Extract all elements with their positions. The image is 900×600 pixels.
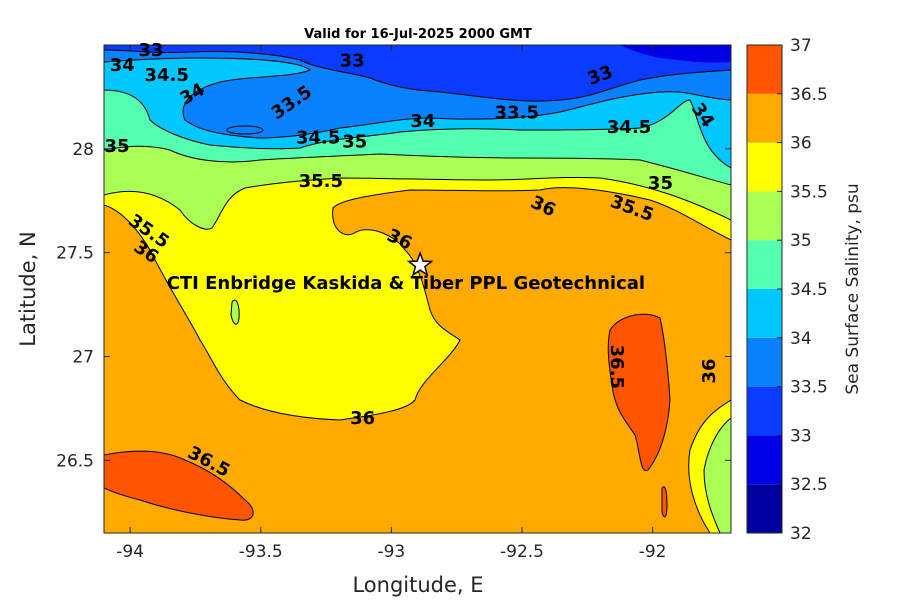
colorbar-tick-label: 34 <box>790 329 812 349</box>
colorbar-swatch <box>747 142 782 192</box>
contour-label: 34 <box>410 111 435 132</box>
contour-line-33-5 <box>104 57 731 139</box>
salinity-band-36-5-sliver <box>661 486 668 518</box>
colorbar-swatch <box>747 337 782 387</box>
colorbar-swatch <box>747 45 782 94</box>
salinity-band-36-5-sw <box>104 450 254 521</box>
contour-line-34-5 <box>104 145 731 186</box>
contour-label: 33.5 <box>495 103 539 124</box>
colorbar: 32 32.5 33 33.5 34 34.5 35 35.5 36 36.5 37 <box>746 36 828 544</box>
contour-label: 34.5 <box>144 65 188 86</box>
colorbar-tick-label: 35.5 <box>790 182 828 202</box>
contour-line-35-5 <box>104 187 731 421</box>
colorbar-swatch <box>747 435 782 485</box>
site-annotation: CTI Enbridge Kaskida & Tiber PPL Geotech… <box>167 273 645 294</box>
y-tick-label: 27.5 <box>56 244 94 264</box>
colorbar-swatch <box>747 289 782 338</box>
salinity-band-32-5 <box>620 45 731 63</box>
x-ticks: -94 -93.5 -93 -92.5 -92 <box>116 45 667 562</box>
colorbar-tick-label: 33 <box>790 426 812 446</box>
contour-field <box>104 45 731 533</box>
contour-label: 35 <box>105 136 130 157</box>
contour-label: 34 <box>110 55 135 76</box>
colorbar-tick-label: 35 <box>790 231 812 251</box>
annotations: CTI Enbridge Kaskida & Tiber PPL Geotech… <box>167 250 645 294</box>
contour-line-34 <box>104 89 731 169</box>
contour-label: 35.5 <box>299 171 343 192</box>
colorbar-swatch <box>747 386 782 436</box>
contour-label: 34.5 <box>296 127 340 148</box>
contour-label: 36 <box>350 408 375 429</box>
contour-label: 35 <box>342 132 367 153</box>
colorbar-swatch <box>747 240 782 289</box>
x-tick-label: -92 <box>639 542 667 562</box>
y-tick-label: 26.5 <box>56 451 94 471</box>
contour-label: 33 <box>340 51 365 72</box>
y-axis-label: Latitude, N <box>16 231 40 347</box>
x-tick-label: -93.5 <box>239 542 283 562</box>
site-star-marker <box>406 250 434 277</box>
contour-label: 36 <box>699 358 720 383</box>
salinity-band-33 <box>104 45 731 102</box>
colorbar-tick-label: 32.5 <box>790 475 828 495</box>
contour-line-35 <box>104 176 731 230</box>
salinity-band-36-5-east <box>607 313 671 472</box>
x-axis-label: Longitude, E <box>352 573 483 597</box>
chart-title: Valid for 16-Jul-2025 2000 GMT <box>304 27 532 42</box>
colorbar-swatch <box>747 484 782 533</box>
colorbar-tick-label: 33.5 <box>790 378 828 398</box>
contour-label: 35 <box>648 173 673 194</box>
contour-label: 34.5 <box>607 117 651 138</box>
colorbar-swatch <box>747 191 782 241</box>
x-tick-label: -94 <box>116 542 144 562</box>
colorbar-tick-label: 32 <box>790 524 812 544</box>
salinity-patch-33-5 <box>226 125 264 135</box>
colorbar-tick-label: 36 <box>790 134 812 154</box>
y-ticks: 26.5 27 27.5 28 <box>56 140 731 471</box>
colorbar-swatch <box>747 93 782 143</box>
plot-frame <box>103 44 732 534</box>
y-tick-label: 27 <box>72 347 94 367</box>
x-tick-label: -93 <box>377 542 405 562</box>
x-tick-label: -92.5 <box>500 542 544 562</box>
salinity-band-35-se <box>703 417 731 533</box>
y-tick-label: 28 <box>72 140 94 160</box>
contour-label: 33 <box>138 40 163 61</box>
colorbar-tick-label: 34.5 <box>790 280 828 300</box>
contour-label: 36.5 <box>606 345 627 389</box>
contour-line-33 <box>104 49 731 102</box>
colorbar-tick-label: 36.5 <box>790 85 828 105</box>
salinity-patch-35 <box>230 299 240 325</box>
colorbar-label: Sea Surface Salinity, psu <box>843 183 863 394</box>
colorbar-tick-label: 37 <box>790 36 812 56</box>
